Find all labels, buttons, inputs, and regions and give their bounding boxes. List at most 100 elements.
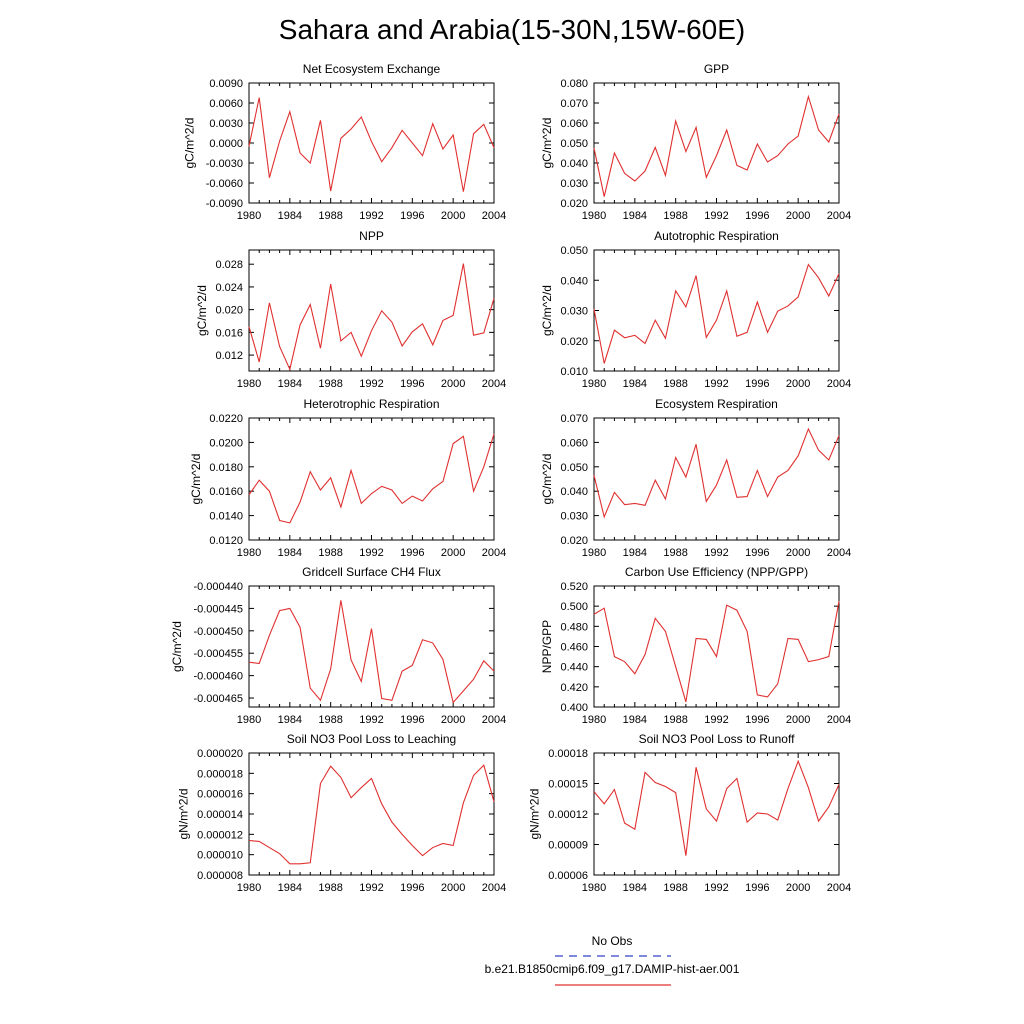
panel-3-xtick-label: 1996 bbox=[400, 378, 424, 390]
panel-5-series-line bbox=[248, 433, 495, 524]
panel-6-ytick-label: 0.070 bbox=[560, 413, 588, 425]
panel-2-xtick-label: 1996 bbox=[745, 210, 769, 222]
panel-3-ytick-label: 0.012 bbox=[215, 350, 243, 362]
panel-8-ytick-label: 0.460 bbox=[560, 642, 588, 654]
legend-label-model-run: b.e21.B1850cmip6.f09_g17.DAMIP-hist-aer.… bbox=[485, 962, 740, 976]
panel-4-frame bbox=[593, 249, 840, 372]
panel-4-xtick-label: 1980 bbox=[582, 378, 606, 390]
panel-4-ylabel: gC/m^2/d bbox=[540, 285, 554, 336]
panel-6-title: Ecosystem Respiration bbox=[655, 397, 778, 411]
panel-1-ytick-label: 0.0030 bbox=[209, 118, 243, 130]
panel-7-xtick-label: 1988 bbox=[318, 714, 342, 726]
panel-3: NPP 1980 1984 1988 1992 1996 2000 2004 0.012 0.01… bbox=[195, 229, 506, 390]
panel-8-xtick-label: 1980 bbox=[582, 714, 606, 726]
panel-3-ytick-label: 0.020 bbox=[215, 305, 243, 317]
panel-9-title: Soil NO3 Pool Loss to Leaching bbox=[287, 732, 456, 746]
panel-5-ylabel: gC/m^2/d bbox=[189, 454, 203, 505]
panel-8-xtick-label: 1996 bbox=[745, 714, 769, 726]
panel-4-ytick-label: 0.040 bbox=[560, 275, 588, 287]
panel-4: Autotrophic Respiration 1980 1984 1988 1992 1… bbox=[540, 229, 851, 390]
panel-8-ytick-label: 0.500 bbox=[560, 601, 588, 613]
panel-7-xtick-label: 1984 bbox=[278, 714, 302, 726]
panel-3-ylabel: gC/m^2/d bbox=[195, 285, 209, 336]
panel-2-title: GPP bbox=[704, 62, 729, 76]
panel-5-ytick-label: 0.0140 bbox=[209, 511, 243, 523]
panel-6-xtick-label: 1992 bbox=[704, 547, 728, 559]
panel-5-title: Heterotrophic Respiration bbox=[303, 397, 439, 411]
panel-7-series-line bbox=[248, 600, 495, 704]
panel-3-xtick-label: 1988 bbox=[318, 378, 342, 390]
panel-6-xtick-label: 2000 bbox=[786, 547, 810, 559]
panel-9-ytick-label: 0.000008 bbox=[197, 870, 243, 882]
panel-5-xtick-label: 1988 bbox=[318, 547, 342, 559]
panel-9-xtick-label: 1988 bbox=[318, 882, 342, 894]
panel-6-xtick-label: 2004 bbox=[827, 547, 851, 559]
panel-4-title: Autotrophic Respiration bbox=[654, 229, 779, 243]
panel-1-ytick-label: 0.0000 bbox=[209, 138, 243, 150]
panel-1-xtick-label: 1984 bbox=[278, 210, 302, 222]
panel-8-series-line bbox=[593, 601, 840, 703]
panel-10-ytick-label: 0.00018 bbox=[548, 748, 588, 760]
panel-5-xtick-label: 1984 bbox=[278, 547, 302, 559]
panel-9-xtick-label: 1980 bbox=[237, 882, 261, 894]
panel-3-ytick-label: 0.028 bbox=[215, 259, 243, 271]
panel-8-ytick-label: 0.480 bbox=[560, 621, 588, 633]
panel-8-frame bbox=[593, 585, 840, 708]
panel-8-ytick-label: 0.400 bbox=[560, 702, 588, 714]
panel-5-xtick-label: 1996 bbox=[400, 547, 424, 559]
panel-8-xtick-label: 2000 bbox=[786, 714, 810, 726]
panel-8-title: Carbon Use Efficiency (NPP/GPP) bbox=[625, 565, 808, 579]
panel-9-xtick-label: 2004 bbox=[482, 882, 506, 894]
panel-7-xtick-label: 1992 bbox=[359, 714, 383, 726]
panel-5-xtick-label: 2000 bbox=[441, 547, 465, 559]
panel-9-xtick-label: 1992 bbox=[359, 882, 383, 894]
panel-7: Gridcell Surface CH4 Flux 1980 1984 1988 199… bbox=[170, 565, 506, 726]
panel-5-ytick-label: 0.0180 bbox=[209, 462, 243, 474]
legend-label-no-obs: No Obs bbox=[592, 934, 633, 948]
panel-4-ytick-label: 0.030 bbox=[560, 306, 588, 318]
panel-9-ylabel: gN/m^2/d bbox=[176, 789, 190, 840]
panel-9-ytick-label: 0.000014 bbox=[197, 809, 243, 821]
panel-5-ytick-label: 0.0220 bbox=[209, 413, 243, 425]
panel-5: Heterotrophic Respiration 1980 1984 1988 199… bbox=[189, 397, 506, 559]
panel-1-xtick-label: 1980 bbox=[237, 210, 261, 222]
panel-4-xtick-label: 1988 bbox=[663, 378, 687, 390]
panel-3-xtick-label: 1980 bbox=[237, 378, 261, 390]
panel-7-ytick-label: -0.000455 bbox=[193, 648, 243, 660]
panel-4-ytick-label: 0.050 bbox=[560, 245, 588, 257]
panel-5-ytick-label: 0.0160 bbox=[209, 486, 243, 498]
panel-6-xtick-label: 1984 bbox=[623, 547, 647, 559]
panel-2-xtick-label: 1980 bbox=[582, 210, 606, 222]
panel-10-ytick-label: 0.00009 bbox=[548, 840, 588, 852]
panel-4-xtick-label: 1996 bbox=[745, 378, 769, 390]
panel-3-title: NPP bbox=[359, 229, 384, 243]
panel-6-ylabel: gC/m^2/d bbox=[540, 454, 554, 505]
panel-2-ytick-label: 0.020 bbox=[560, 198, 588, 210]
panel-8-xtick-label: 1984 bbox=[623, 714, 647, 726]
panel-2: GPP 1980 1984 1988 1992 1996 2000 2004 0.020 0.03… bbox=[540, 62, 851, 222]
panel-8-ylabel: NPP/GPP bbox=[540, 620, 554, 673]
panel-1-ytick-label: -0.0030 bbox=[206, 158, 243, 170]
legend: No Obs b.e21.B1850cmip6.f09_g17.DAMIP-hi… bbox=[485, 934, 740, 986]
panel-7-ytick-label: -0.000465 bbox=[193, 693, 243, 705]
panel-1-xtick-label: 2000 bbox=[441, 210, 465, 222]
panel-10-title: Soil NO3 Pool Loss to Runoff bbox=[639, 732, 796, 746]
panel-2-xtick-label: 1992 bbox=[704, 210, 728, 222]
panel-2-xtick-label: 2004 bbox=[827, 210, 851, 222]
panel-9-ytick-label: 0.000018 bbox=[197, 768, 243, 780]
panel-10-series-line bbox=[593, 759, 840, 856]
panel-4-xtick-label: 1984 bbox=[623, 378, 647, 390]
panel-2-frame bbox=[593, 82, 840, 204]
panel-1-xtick-label: 1996 bbox=[400, 210, 424, 222]
panel-10-xtick-label: 1992 bbox=[704, 882, 728, 894]
panel-6-xtick-label: 1996 bbox=[745, 547, 769, 559]
panel-6-ytick-label: 0.050 bbox=[560, 462, 588, 474]
panel-4-xtick-label: 1992 bbox=[704, 378, 728, 390]
panel-5-ytick-label: 0.0120 bbox=[209, 535, 243, 547]
panel-9-ytick-label: 0.000016 bbox=[197, 789, 243, 801]
panel-7-title: Gridcell Surface CH4 Flux bbox=[302, 565, 441, 579]
panel-10-ytick-label: 0.00012 bbox=[548, 809, 588, 821]
panel-2-ytick-label: 0.050 bbox=[560, 138, 588, 150]
panel-10-ytick-label: 0.00006 bbox=[548, 870, 588, 882]
panel-7-xtick-label: 2004 bbox=[482, 714, 506, 726]
